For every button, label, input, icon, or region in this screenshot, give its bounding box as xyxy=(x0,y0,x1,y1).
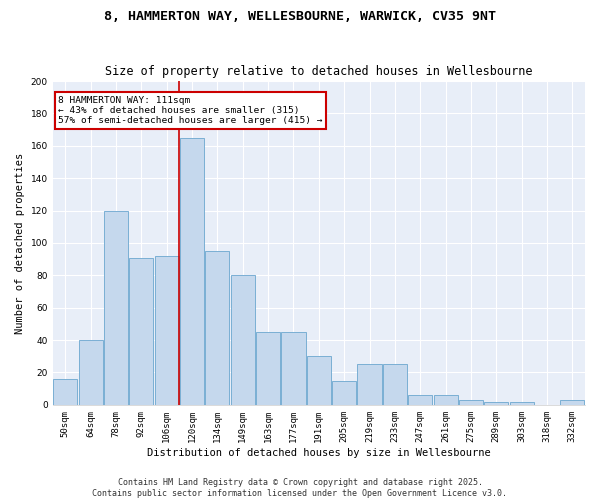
Bar xyxy=(358,364,382,405)
Bar xyxy=(509,402,533,405)
Bar xyxy=(104,210,128,405)
Bar xyxy=(307,356,331,405)
Bar xyxy=(484,402,508,405)
Bar xyxy=(408,395,432,405)
Bar xyxy=(130,258,154,405)
Bar xyxy=(231,276,255,405)
Bar xyxy=(180,138,204,405)
Y-axis label: Number of detached properties: Number of detached properties xyxy=(15,152,25,334)
Bar xyxy=(155,256,179,405)
Bar xyxy=(281,332,305,405)
Bar xyxy=(560,400,584,405)
Text: 8 HAMMERTON WAY: 111sqm
← 43% of detached houses are smaller (315)
57% of semi-d: 8 HAMMERTON WAY: 111sqm ← 43% of detache… xyxy=(58,96,322,126)
Bar xyxy=(79,340,103,405)
X-axis label: Distribution of detached houses by size in Wellesbourne: Distribution of detached houses by size … xyxy=(147,448,491,458)
Bar xyxy=(53,379,77,405)
Bar xyxy=(383,364,407,405)
Bar xyxy=(256,332,280,405)
Text: 8, HAMMERTON WAY, WELLESBOURNE, WARWICK, CV35 9NT: 8, HAMMERTON WAY, WELLESBOURNE, WARWICK,… xyxy=(104,10,496,23)
Bar xyxy=(434,395,458,405)
Title: Size of property relative to detached houses in Wellesbourne: Size of property relative to detached ho… xyxy=(105,66,533,78)
Bar xyxy=(332,380,356,405)
Bar xyxy=(205,251,229,405)
Bar xyxy=(459,400,483,405)
Text: Contains HM Land Registry data © Crown copyright and database right 2025.
Contai: Contains HM Land Registry data © Crown c… xyxy=(92,478,508,498)
